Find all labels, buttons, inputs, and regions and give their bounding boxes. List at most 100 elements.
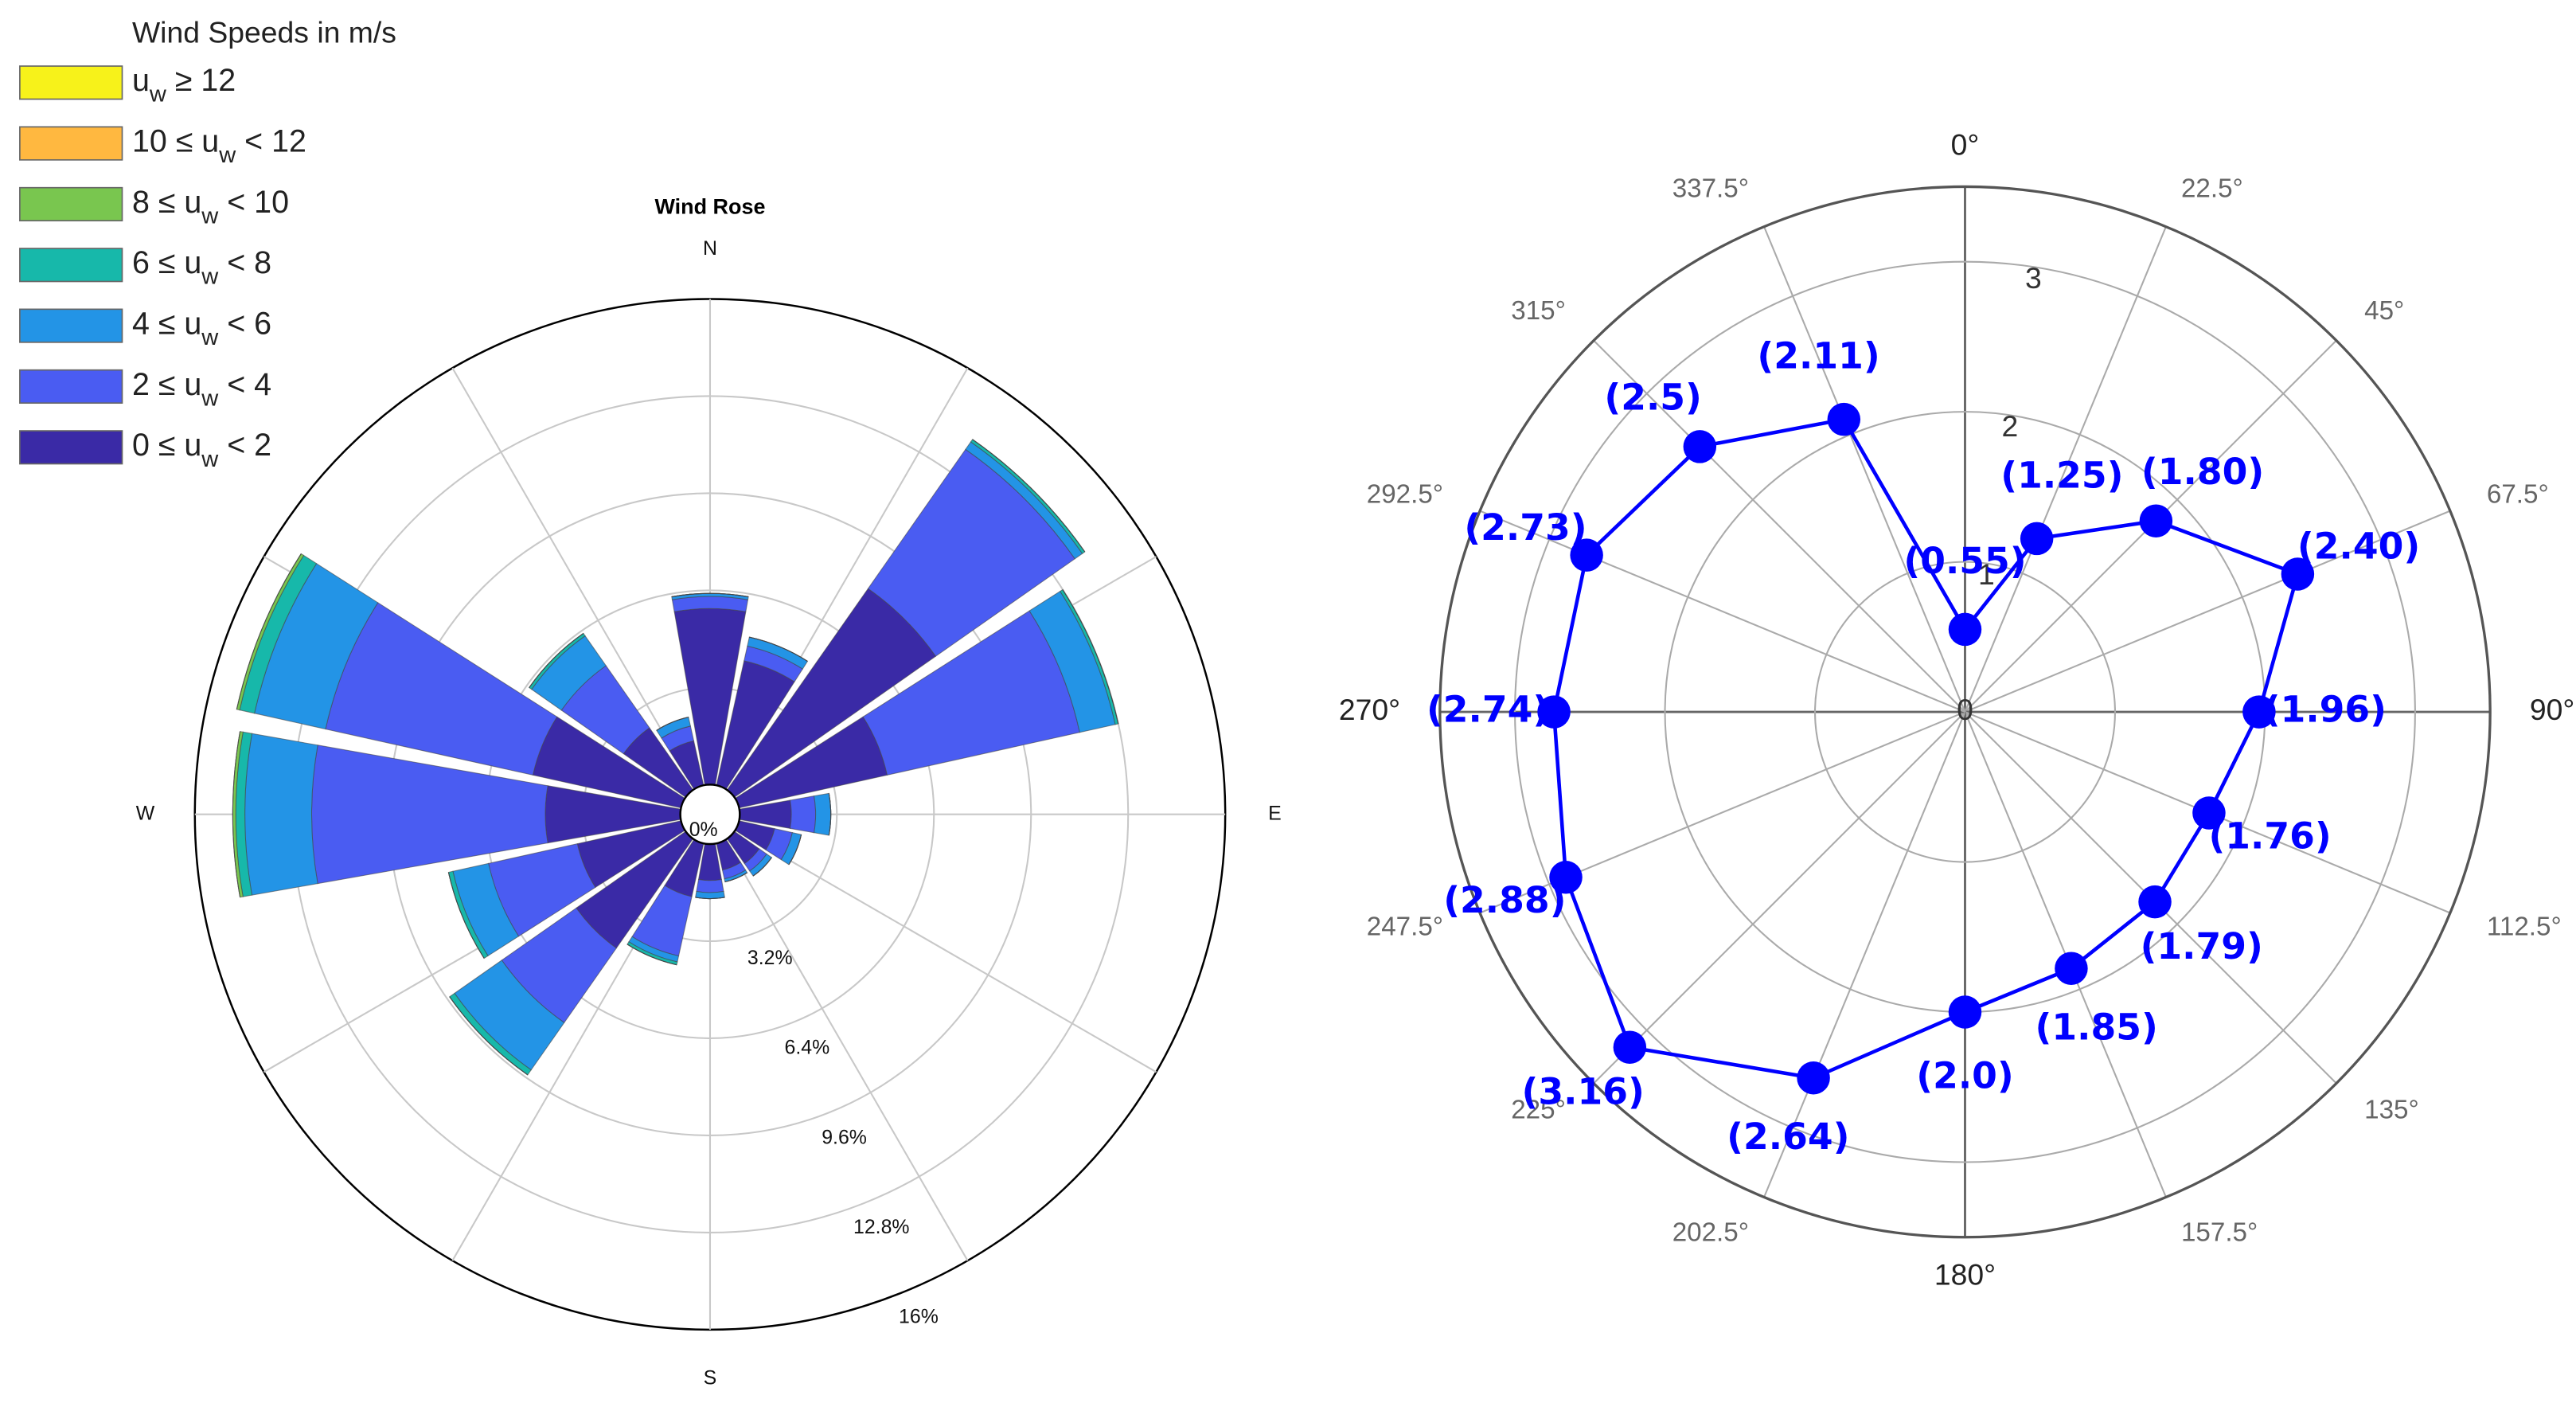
data-label: (2.0)	[1916, 1054, 2014, 1096]
data-label: (2.73)	[1464, 506, 1587, 549]
data-point	[2138, 885, 2172, 919]
theta-tick-label: 45°	[2364, 296, 2404, 326]
grid-spoke	[1763, 226, 1966, 713]
legend-swatch	[19, 65, 123, 100]
data-point	[2281, 557, 2315, 591]
polar-line-chart: 0°22.5°45°67.5°90°112.5°135°157.5°180°20…	[1339, 128, 2575, 1292]
r-tick-label: 0	[1957, 693, 1973, 726]
wind-bar-segment	[1062, 589, 1119, 725]
legend-swatch	[19, 126, 123, 161]
data-label: (2.74)	[1427, 689, 1549, 731]
data-point	[1613, 1030, 1647, 1064]
data-point	[2192, 796, 2226, 830]
theta-tick-label: 337.5°	[1672, 174, 1749, 203]
theta-tick-label: 270°	[1339, 693, 1400, 726]
data-point	[1948, 995, 1982, 1029]
theta-tick-label: 315°	[1511, 296, 1566, 326]
wind-bar-segment	[696, 878, 724, 893]
grid-spoke	[724, 839, 969, 1261]
theta-tick-label: 135°	[2364, 1095, 2419, 1124]
grid-spoke	[1593, 711, 1966, 1085]
subscript: w	[149, 81, 167, 107]
data-label: (1.25)	[2000, 454, 2123, 496]
theta-tick-label: 247.5°	[1367, 912, 1443, 941]
subscript: w	[201, 325, 219, 350]
theta-tick-label: 202.5°	[1672, 1217, 1749, 1247]
data-point	[1948, 612, 1982, 647]
theta-tick-label: 67.5°	[2487, 479, 2549, 509]
theta-tick-label: 157.5°	[2181, 1217, 2258, 1247]
wind-bar-segment	[752, 857, 772, 877]
r-tick-label: 0%	[689, 819, 718, 841]
theta-tick-label: 112.5°	[2487, 912, 2562, 941]
wind-bar-segment	[788, 834, 802, 866]
subscript: w	[218, 143, 236, 168]
data-label: (2.5)	[1604, 377, 1702, 419]
wind-bar-segment	[789, 795, 817, 834]
data-label: (1.80)	[2141, 451, 2264, 493]
center-hole	[679, 784, 741, 846]
theta-tick-label: 225°	[1511, 1095, 1566, 1124]
legend-swatch	[19, 308, 123, 343]
wind-bar-segment	[244, 733, 318, 896]
grid-spoke	[1479, 510, 1965, 713]
r-tick-label: 2	[2001, 409, 2018, 443]
data-point	[2242, 695, 2276, 729]
data-point	[1570, 538, 1603, 572]
theta-tick-label: 22.5°	[2181, 174, 2243, 203]
data-label: (3.16)	[1522, 1070, 1645, 1112]
grid-spoke	[735, 828, 1157, 1073]
wind-bar-segment	[695, 897, 725, 900]
wind-bar-segment	[813, 792, 832, 836]
theta-tick-label: 90°	[2530, 693, 2574, 726]
subscript: w	[201, 203, 219, 229]
outer-ring	[1438, 185, 2492, 1239]
wind-bar-segment	[694, 890, 725, 900]
legend-swatch	[19, 430, 123, 465]
data-label: (0.55)	[1903, 540, 2026, 582]
r-tick-label: 3.2%	[747, 947, 793, 969]
data-label: (1.79)	[2141, 925, 2263, 967]
direction-label: S	[704, 1367, 717, 1389]
r-tick-label: 9.6%	[822, 1126, 867, 1148]
grid-spoke	[451, 367, 697, 789]
r-tick-label: 6.4%	[785, 1037, 830, 1059]
data-point	[1537, 695, 1571, 729]
subscript: w	[201, 264, 219, 289]
legend-title: Wind Speeds in m/s	[132, 15, 396, 49]
theta-tick-label: 292.5°	[1367, 479, 1443, 509]
data-point	[2055, 952, 2088, 985]
data-label: (2.40)	[2297, 526, 2420, 568]
subscript: w	[201, 385, 219, 411]
r-tick-label: 12.8%	[853, 1216, 910, 1238]
direction-label: N	[703, 237, 717, 260]
wind-bar-segment	[828, 793, 832, 836]
r-tick-label: 16%	[899, 1306, 939, 1328]
theta-tick-label: 0°	[1951, 128, 1980, 162]
r-tick-label: 3	[2025, 261, 2042, 295]
r-tick-label: 1	[1978, 557, 1995, 591]
chart-title: Wind Rose	[654, 195, 765, 219]
direction-label: W	[136, 802, 155, 824]
data-point	[2139, 504, 2173, 537]
legend-swatch	[19, 248, 123, 283]
data-label: (1.96)	[2264, 689, 2387, 731]
direction-label: E	[1268, 802, 1282, 824]
data-label: (2.11)	[1757, 335, 1879, 377]
grid-spoke	[1763, 711, 1966, 1198]
grid-ring	[1813, 561, 2116, 863]
data-point	[1549, 861, 1583, 894]
grid-spoke	[1964, 226, 2167, 713]
grid-ring	[1514, 260, 2416, 1163]
wind-bar-segment	[447, 872, 485, 959]
legend-swatch	[19, 186, 123, 221]
wind-bar-segment	[749, 636, 808, 662]
wind-bar-segment	[972, 439, 1086, 553]
data-label: (1.85)	[2035, 1006, 2158, 1048]
grid-spoke	[1593, 339, 1966, 713]
data-point	[2020, 522, 2054, 556]
theta-tick-label: 180°	[1934, 1257, 1996, 1291]
data-label: (1.76)	[2208, 815, 2331, 857]
subscript: w	[201, 446, 219, 471]
